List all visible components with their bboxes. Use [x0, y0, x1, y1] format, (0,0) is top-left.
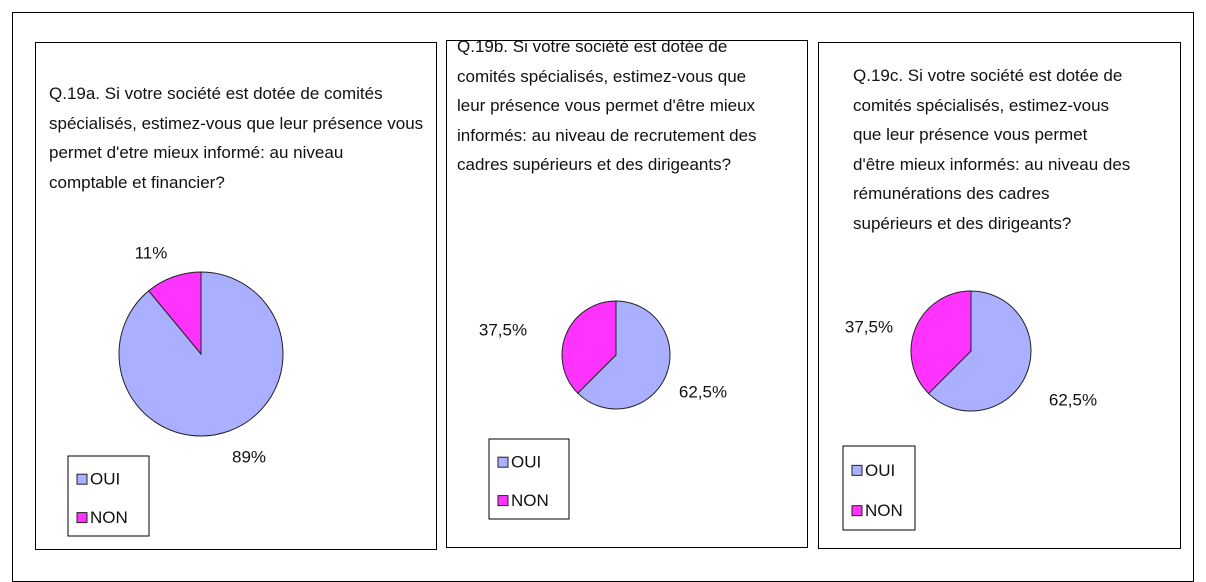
chart: 62,5% 37,5% OUI NON — [842, 290, 1097, 531]
legend-label: NON — [90, 508, 128, 527]
legend-label: NON — [865, 501, 903, 520]
data-label: 89% — [232, 447, 266, 466]
chart: 62,5% 37,5% OUI NON — [479, 300, 727, 520]
legend-label: OUI — [511, 453, 541, 472]
legend-swatch — [851, 464, 863, 476]
chart-title: Q.19c. Si votre société est dotée de com… — [853, 66, 1131, 233]
chart-panel: Q.19c. Si votre société est dotée de com… — [818, 42, 1181, 549]
legend-label: OUI — [90, 470, 120, 489]
chart: 89% 11% OUI NON — [67, 243, 284, 537]
legend-swatch — [497, 495, 509, 507]
pie-slice — [561, 300, 617, 394]
chart-title: Q.19a. Si votre société est dotée de com… — [49, 84, 424, 192]
legend-swatch — [851, 505, 863, 517]
pie-slice — [148, 271, 202, 356]
legend-label: NON — [511, 491, 549, 510]
legend-swatch — [76, 512, 88, 524]
data-label: 62,5% — [1049, 390, 1097, 409]
pie-slice — [910, 290, 972, 395]
legend-swatch — [497, 456, 509, 468]
chart-panel: Q.19b. Si votre société est dotée de com… — [446, 37, 808, 548]
chart-panel: Q.19a. Si votre société est dotée de com… — [35, 42, 437, 550]
legend-label: OUI — [865, 461, 895, 480]
data-label: 37,5% — [845, 317, 893, 336]
data-label: 11% — [135, 243, 168, 262]
legend-swatch — [76, 473, 88, 485]
chart-title: Q.19b. Si votre société est dotée de com… — [457, 37, 757, 174]
data-label: 37,5% — [479, 320, 527, 339]
pie-slice — [927, 290, 1032, 412]
data-label: 62,5% — [679, 382, 727, 401]
pie-slice — [577, 300, 671, 410]
